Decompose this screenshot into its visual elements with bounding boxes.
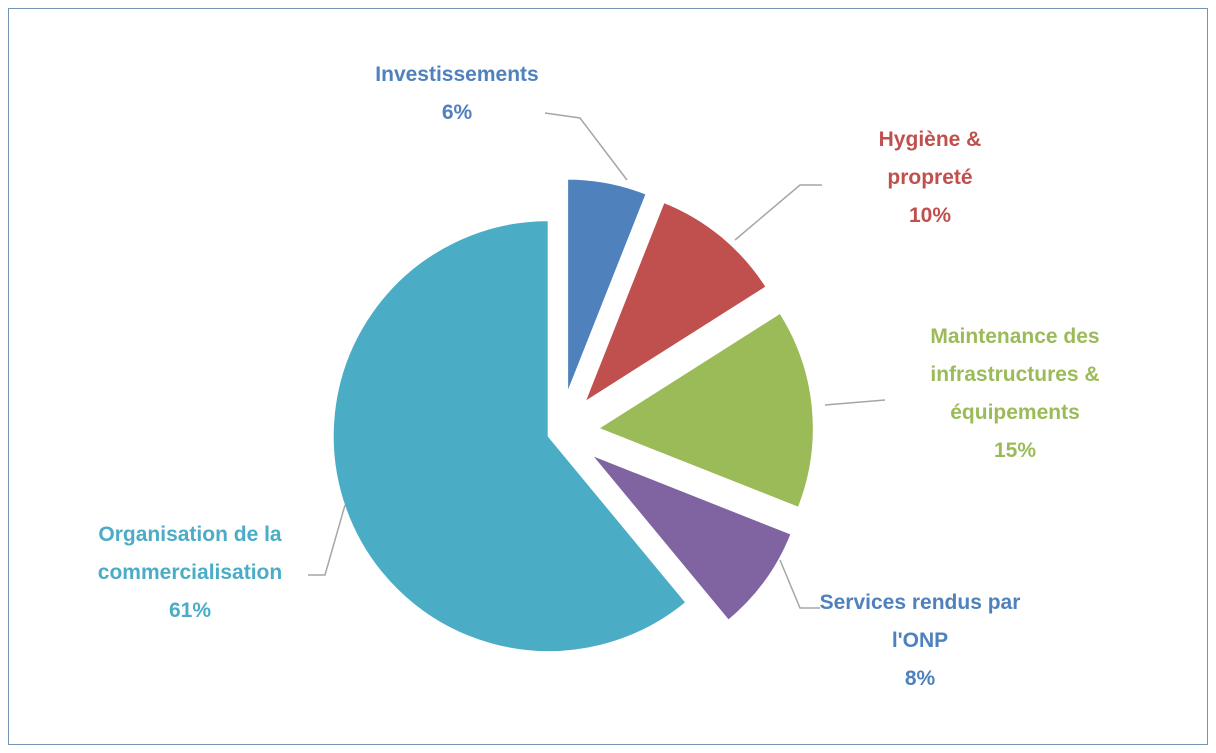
pie-slice [331, 219, 688, 654]
value-label: 15% [993, 439, 1037, 462]
leader-line [544, 112, 628, 181]
pie-slice [582, 200, 768, 406]
slice-label: Investissements 6% [307, 56, 607, 132]
leader-line [824, 399, 886, 406]
leader-lines [308, 112, 886, 609]
category-label: Organisation de la commercialisation [97, 523, 283, 584]
category-label: Investissements [375, 63, 539, 86]
slice-label: Organisation de la commercialisation 61% [59, 516, 321, 630]
value-label: 10% [908, 204, 952, 227]
category-label: Hygiène & propreté [878, 128, 982, 189]
category-label: Services rendus par l'ONP [819, 591, 1021, 652]
category-label: Maintenance des infrastructures & équipe… [930, 325, 1100, 424]
pie-slice [589, 453, 793, 623]
slice-label: Services rendus par l'ONP 8% [806, 584, 1034, 698]
leader-line [308, 504, 346, 576]
value-label: 61% [168, 599, 212, 622]
value-label: 6% [441, 101, 473, 124]
pie-slice [566, 177, 648, 396]
value-label: 8% [904, 667, 936, 690]
slice-label: Hygiène & propreté 10% [860, 121, 1000, 235]
leader-line [779, 559, 820, 609]
pie-slice [595, 311, 815, 510]
slice-label: Maintenance des infrastructures & équipe… [875, 318, 1155, 470]
leader-line [734, 184, 822, 241]
